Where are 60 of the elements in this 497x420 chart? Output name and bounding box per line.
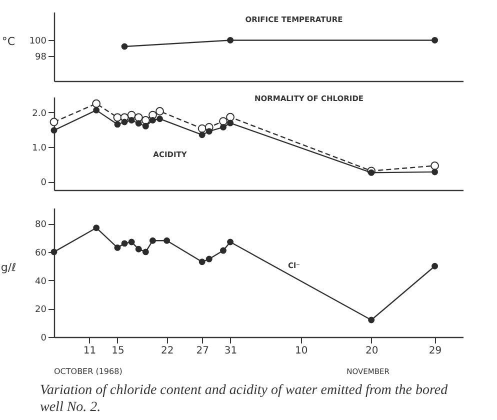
point — [206, 128, 212, 135]
point — [149, 237, 156, 244]
x-tick-label: 11 — [83, 346, 96, 356]
point — [368, 169, 375, 176]
y-tick-label: 0 — [40, 178, 47, 188]
x-tick-label: 10 — [294, 346, 308, 356]
point — [50, 127, 58, 134]
y-tick-label: 20 — [35, 305, 47, 316]
point — [368, 316, 375, 324]
point — [135, 120, 142, 127]
x-tick-label: 20 — [365, 346, 378, 356]
point — [114, 121, 121, 128]
point — [135, 246, 142, 252]
point — [113, 113, 122, 122]
point — [149, 117, 156, 124]
point — [92, 99, 101, 108]
point — [128, 238, 135, 246]
point — [198, 132, 206, 138]
y-tick-label: 98 — [35, 52, 47, 62]
point — [220, 124, 226, 130]
point — [121, 118, 128, 126]
y-tick-label: 80 — [35, 220, 47, 230]
point — [114, 244, 121, 251]
x-tick-label: 29 — [428, 346, 442, 356]
text: Variation of chloride content and acidity of water emitted from the bored well No. 2. — [40, 382, 449, 416]
x-axis-title: OCTOBER (1968) — [54, 367, 122, 376]
y-tick-label: 0 — [40, 334, 47, 344]
point — [93, 224, 100, 232]
point — [128, 117, 135, 124]
point — [156, 107, 164, 116]
y-axis-title: g/ℓ — [0, 261, 16, 274]
point — [198, 258, 206, 266]
point — [220, 247, 226, 254]
y-tick-label: 1.0 — [32, 143, 47, 154]
y-axis-title: °C — [2, 35, 16, 48]
point — [164, 237, 170, 244]
x-tick-label: 22 — [160, 346, 174, 356]
x-tick-label: 27 — [196, 346, 209, 356]
point — [430, 162, 439, 170]
point — [121, 240, 128, 247]
y-tick-label: 2.0 — [32, 108, 47, 119]
point — [227, 238, 234, 246]
point — [141, 116, 150, 124]
point — [142, 248, 149, 256]
point — [50, 248, 58, 256]
y-tick-label: 60 — [35, 248, 47, 258]
point — [142, 122, 149, 130]
point — [50, 118, 58, 126]
point — [219, 117, 228, 126]
x-tick-label: 15 — [112, 346, 124, 356]
point — [226, 112, 234, 122]
point — [432, 168, 438, 176]
y-tick-label: 40 — [35, 276, 47, 287]
x-tick-label: 31 — [224, 346, 238, 356]
point — [93, 106, 100, 114]
point — [227, 120, 234, 126]
point — [432, 262, 438, 270]
point — [156, 116, 164, 122]
y-tick-label: 100 — [29, 36, 47, 47]
point — [206, 256, 212, 262]
